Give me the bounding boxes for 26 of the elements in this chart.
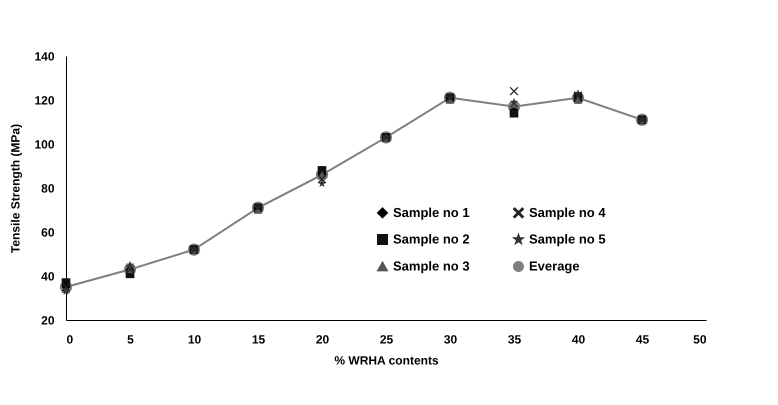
y-tick-label: 80	[41, 182, 55, 196]
legend-label: Everage	[529, 258, 580, 274]
x-tick-label: 40	[572, 332, 586, 346]
x-tick-label: 10	[188, 332, 202, 346]
y-tick-label: 40	[41, 270, 55, 284]
y-tick-label: 120	[34, 94, 55, 108]
x-axis-title: % WRHA contents	[334, 354, 439, 368]
legend-label: Sample no 4	[529, 204, 606, 220]
legend-label: Sample no 1	[393, 204, 470, 220]
x-tick-label: 50	[693, 332, 707, 346]
y-tick-label: 140	[34, 50, 55, 64]
x-tick-label: 5	[127, 332, 134, 346]
x-tick-label: 45	[636, 332, 650, 346]
y-axis-title: Tensile Strength (MPa)	[8, 124, 22, 254]
x-tick-label: 30	[444, 332, 458, 346]
legend-label: Sample no 5	[529, 232, 606, 246]
x-tick-label: 20	[316, 332, 330, 346]
legend-label: Sample no 2	[393, 232, 470, 246]
y-tick-label: 20	[41, 314, 55, 328]
legend-label: Sample no 3	[393, 258, 470, 274]
y-tick-label: 60	[41, 226, 55, 240]
y-tick-label: 100	[34, 138, 55, 152]
x-tick-label: 15	[252, 332, 266, 346]
x-tick-label: 35	[508, 332, 522, 346]
x-tick-label: 25	[380, 332, 394, 346]
x-tick-label: 0	[66, 332, 74, 346]
